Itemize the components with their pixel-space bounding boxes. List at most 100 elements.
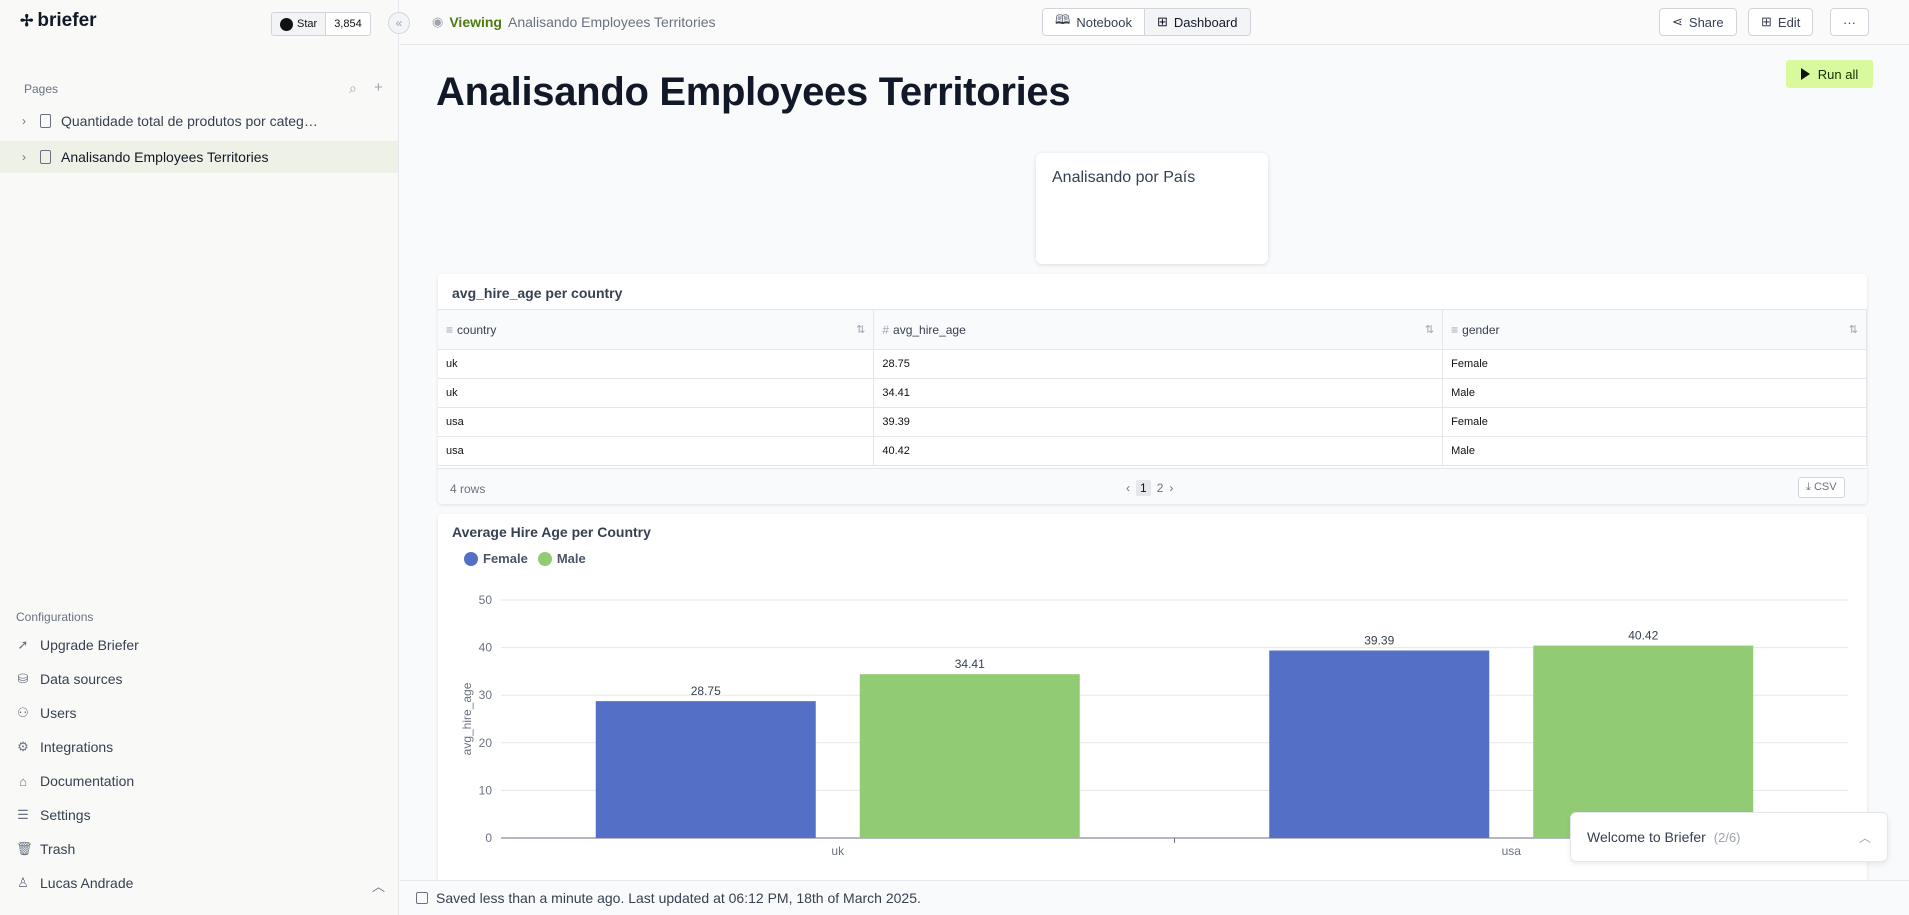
column-name: avg_hire_age <box>893 322 966 337</box>
view-mode-toggle: 🕮 Notebook ⊞ Dashboard <box>1042 8 1251 36</box>
bar-chart: 0 10 20 30 40 50 avg_hire_age 28.75 34.41 uk 39.39… <box>460 593 1848 858</box>
table-cell[interactable]: Male <box>1442 378 1867 408</box>
sidebar-item-user[interactable]: ♙ Lucas Andrade <box>16 875 133 891</box>
page-number[interactable]: 2 <box>1156 481 1164 495</box>
table-cell[interactable]: 39.39 <box>873 407 1444 437</box>
table-cell[interactable]: Male <box>1442 436 1867 466</box>
column-header-country[interactable]: ≡ country ⇅ <box>438 309 875 350</box>
y-tick-label: 50 <box>479 593 493 607</box>
tab-dashboard[interactable]: ⊞ Dashboard <box>1143 9 1250 35</box>
sidebar-item-label: Upgrade Briefer <box>40 637 139 653</box>
collapse-sidebar-button[interactable]: « <box>388 12 410 34</box>
x-tick-label: usa <box>1502 844 1522 858</box>
table-row: usa 39.39 Female <box>438 407 1867 437</box>
sidebar-item-data-sources[interactable]: ⛁ Data sources <box>16 671 123 687</box>
add-page-icon[interactable]: + <box>374 79 383 96</box>
sort-icon[interactable]: ⇅ <box>1424 324 1435 336</box>
github-star-label: Star <box>297 18 318 30</box>
sidebar-item-upgrade[interactable]: ➚ Upgrade Briefer <box>16 637 139 653</box>
bar <box>859 674 1080 838</box>
save-status-icon <box>416 892 428 904</box>
sidebar-item-label: Trash <box>40 841 76 857</box>
sort-icon[interactable]: ⇅ <box>1848 324 1858 336</box>
table-cell[interactable]: 34.41 <box>873 378 1444 408</box>
table-cell[interactable]: Female <box>1442 349 1867 379</box>
tab-notebook-label: Notebook <box>1076 14 1132 30</box>
github-star-button[interactable]: Star <box>272 13 327 35</box>
table-block: avg_hire_age per country ≡ country ⇅ # avg_… <box>438 274 1867 504</box>
chart-block: Average Hire Age per Country Female Male… <box>438 514 1867 880</box>
edit-icon: ⊞ <box>1761 14 1772 29</box>
run-all-button[interactable]: Run all <box>1786 60 1873 88</box>
play-icon <box>1800 68 1810 80</box>
top-bar: ◉ Viewing Analisando Employees Territori… <box>400 0 1909 45</box>
tab-dashboard-label: Dashboard <box>1173 14 1238 30</box>
save-status-text: Saved less than a minute ago. Last updat… <box>436 890 921 906</box>
data-label: 39.39 <box>1364 634 1394 648</box>
text-block: Analisando por País <box>1036 153 1268 264</box>
download-icon: ⤓ <box>1806 481 1811 493</box>
table-cell[interactable]: 28.75 <box>873 349 1444 379</box>
chart-legend: Female Male <box>464 551 586 566</box>
github-icon <box>280 17 293 31</box>
y-tick-label: 20 <box>479 736 493 750</box>
table-footer: 4 rows ‹ 1 2 › ⤓ CSV <box>438 468 1867 504</box>
chevron-right-icon[interactable]: › <box>22 150 26 164</box>
x-tick-label: uk <box>831 844 845 858</box>
book-icon: 🕮 <box>1055 12 1071 27</box>
more-options-button[interactable]: ··· <box>1830 8 1869 36</box>
sidebar-item-documentation[interactable]: ⌂ Documentation <box>16 773 134 789</box>
pages-section-label: Pages <box>24 82 59 96</box>
settings-icon: ☰ <box>17 807 29 822</box>
table-cell[interactable]: Female <box>1442 407 1867 437</box>
database-icon: ⛁ <box>17 671 29 686</box>
viewing-indicator: ◉ Viewing Analisando Employees Territori… <box>432 14 716 30</box>
users-icon: ⚇ <box>17 705 29 720</box>
share-icon: ⋖ <box>1672 14 1683 29</box>
share-label: Share <box>1688 14 1724 30</box>
chevron-up-icon[interactable]: ︿ <box>372 879 386 894</box>
column-header-gender[interactable]: ≡ gender ⇅ <box>1442 309 1867 350</box>
column-header-avg-hire-age[interactable]: # avg_hire_age ⇅ <box>873 309 1444 350</box>
chevron-right-icon[interactable]: › <box>22 114 26 128</box>
sidebar-item-settings[interactable]: ☰ Settings <box>16 807 90 823</box>
table-cell[interactable]: uk <box>438 349 875 379</box>
row-count: 4 rows <box>450 482 486 496</box>
chevron-left-icon[interactable]: ‹ <box>1126 481 1130 495</box>
sidebar-item-label: Data sources <box>40 671 123 687</box>
chevron-up-icon[interactable]: ︿ <box>1858 831 1871 845</box>
legend-item-female[interactable]: Female <box>464 551 528 566</box>
table-cell[interactable]: usa <box>438 407 875 437</box>
sort-icon[interactable]: ⇅ <box>856 324 866 336</box>
sidebar-page-item[interactable]: › Quantidade total de produtos por categ… <box>0 105 398 137</box>
sidebar-item-trash[interactable]: 🗑 Trash <box>16 841 75 857</box>
csv-download-button[interactable]: ⤓ CSV <box>1798 477 1845 498</box>
table-title: avg_hire_age per country <box>452 285 623 301</box>
sidebar: ✢ briefer Star 3,854 Pages ⌕ + › Quantid… <box>0 0 399 915</box>
page-title: Analisando Employees Territories <box>436 70 1071 114</box>
chevron-right-icon[interactable]: › <box>1169 481 1174 495</box>
table-cell[interactable]: usa <box>438 436 875 466</box>
table-cell[interactable]: uk <box>438 378 875 408</box>
welcome-onboarding-widget[interactable]: Welcome to Briefer (2/6) ︿ <box>1570 812 1888 862</box>
table-cell[interactable]: 40.42 <box>873 436 1444 466</box>
sidebar-item-users[interactable]: ⚇ Users <box>16 705 76 721</box>
legend-label: Female <box>483 551 528 566</box>
tab-notebook[interactable]: 🕮 Notebook <box>1043 9 1144 35</box>
more-icon: ··· <box>1843 14 1856 30</box>
page-number-current[interactable]: 1 <box>1136 480 1151 496</box>
github-star-widget[interactable]: Star 3,854 <box>271 12 371 36</box>
data-label: 34.41 <box>955 657 985 671</box>
share-button[interactable]: ⋖ Share <box>1659 8 1737 36</box>
edit-label: Edit <box>1777 14 1801 30</box>
sidebar-item-label: Documentation <box>40 773 135 789</box>
github-star-count[interactable]: 3,854 <box>334 18 362 30</box>
sidebar-item-integrations[interactable]: ⚙ Integrations <box>16 739 113 755</box>
legend-item-male[interactable]: Male <box>537 551 586 566</box>
y-tick-label: 0 <box>485 831 492 845</box>
sidebar-page-item-active[interactable]: › Analisando Employees Territories <box>0 141 398 173</box>
legend-swatch <box>464 551 478 566</box>
brand-logo[interactable]: ✢ briefer <box>20 10 97 32</box>
edit-button[interactable]: ⊞ Edit <box>1748 8 1814 36</box>
search-icon[interactable]: ⌕ <box>349 80 357 96</box>
